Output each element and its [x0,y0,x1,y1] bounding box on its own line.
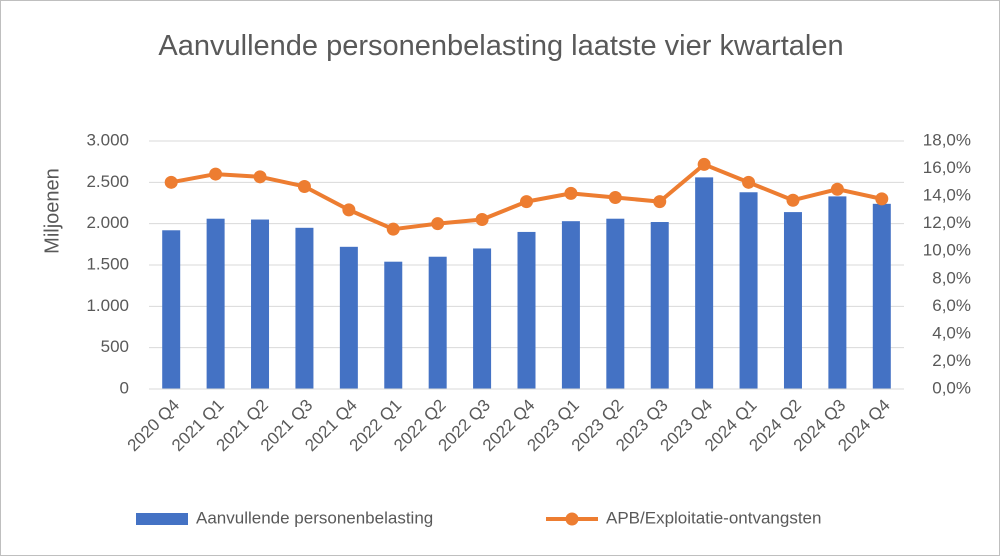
legend-label: APB/Exploitatie-ontvangsten [606,508,821,527]
line-marker [608,190,622,204]
line-marker [342,203,356,217]
y2-tick-label: 14,0% [923,186,971,205]
bar [517,231,536,389]
chart-title: Aanvullende personenbelasting laatste vi… [158,30,844,62]
bar [561,221,580,389]
y2-tick-label: 8,0% [932,268,971,287]
y2-tick-label: 4,0% [932,323,971,342]
bar [295,227,314,389]
line-marker [742,175,756,189]
y2-tick-label: 12,0% [923,213,971,232]
bar [872,203,891,389]
legend-label: Aanvullende personenbelasting [196,508,433,527]
line-marker [875,192,889,206]
bar [162,230,181,389]
line-marker [653,195,667,209]
line-marker [697,157,711,171]
bar [428,256,447,389]
y-tick-label: 1.000 [86,296,129,315]
bar [783,212,802,389]
line-marker [164,175,178,189]
line-marker [564,186,578,200]
y2-tick-label: 16,0% [923,158,971,177]
line-marker [297,179,311,193]
y-axis-label: Miljoenen [41,168,63,254]
line-marker [475,213,489,227]
line-marker [209,167,223,181]
y-tick-label: 3.000 [86,130,129,149]
legend-swatch [136,513,188,525]
bar [384,261,403,389]
legend-marker [565,512,579,526]
line-marker [253,170,267,184]
line-marker [520,195,533,209]
y-tick-label: 2.000 [86,213,129,232]
bar [606,218,625,389]
y2-tick-label: 6,0% [932,296,971,315]
bar [251,219,270,389]
bar [473,248,492,389]
bar [739,192,758,389]
line-marker [431,217,445,231]
y-tick-label: 500 [101,337,129,356]
y2-tick-label: 2,0% [932,351,971,370]
bar [650,222,669,389]
bar [695,177,714,389]
bar [828,196,847,389]
line-marker [786,193,800,207]
line-marker [830,182,844,196]
bar [206,218,225,389]
y-tick-label: 1.500 [86,254,129,273]
y-tick-label: 2.500 [86,172,129,191]
bar [339,246,358,389]
y2-tick-label: 18,0% [923,130,971,149]
line-marker [386,222,400,236]
y-tick-label: 0 [120,378,129,397]
y2-tick-label: 10,0% [923,241,971,260]
y2-tick-label: 0,0% [932,378,971,397]
